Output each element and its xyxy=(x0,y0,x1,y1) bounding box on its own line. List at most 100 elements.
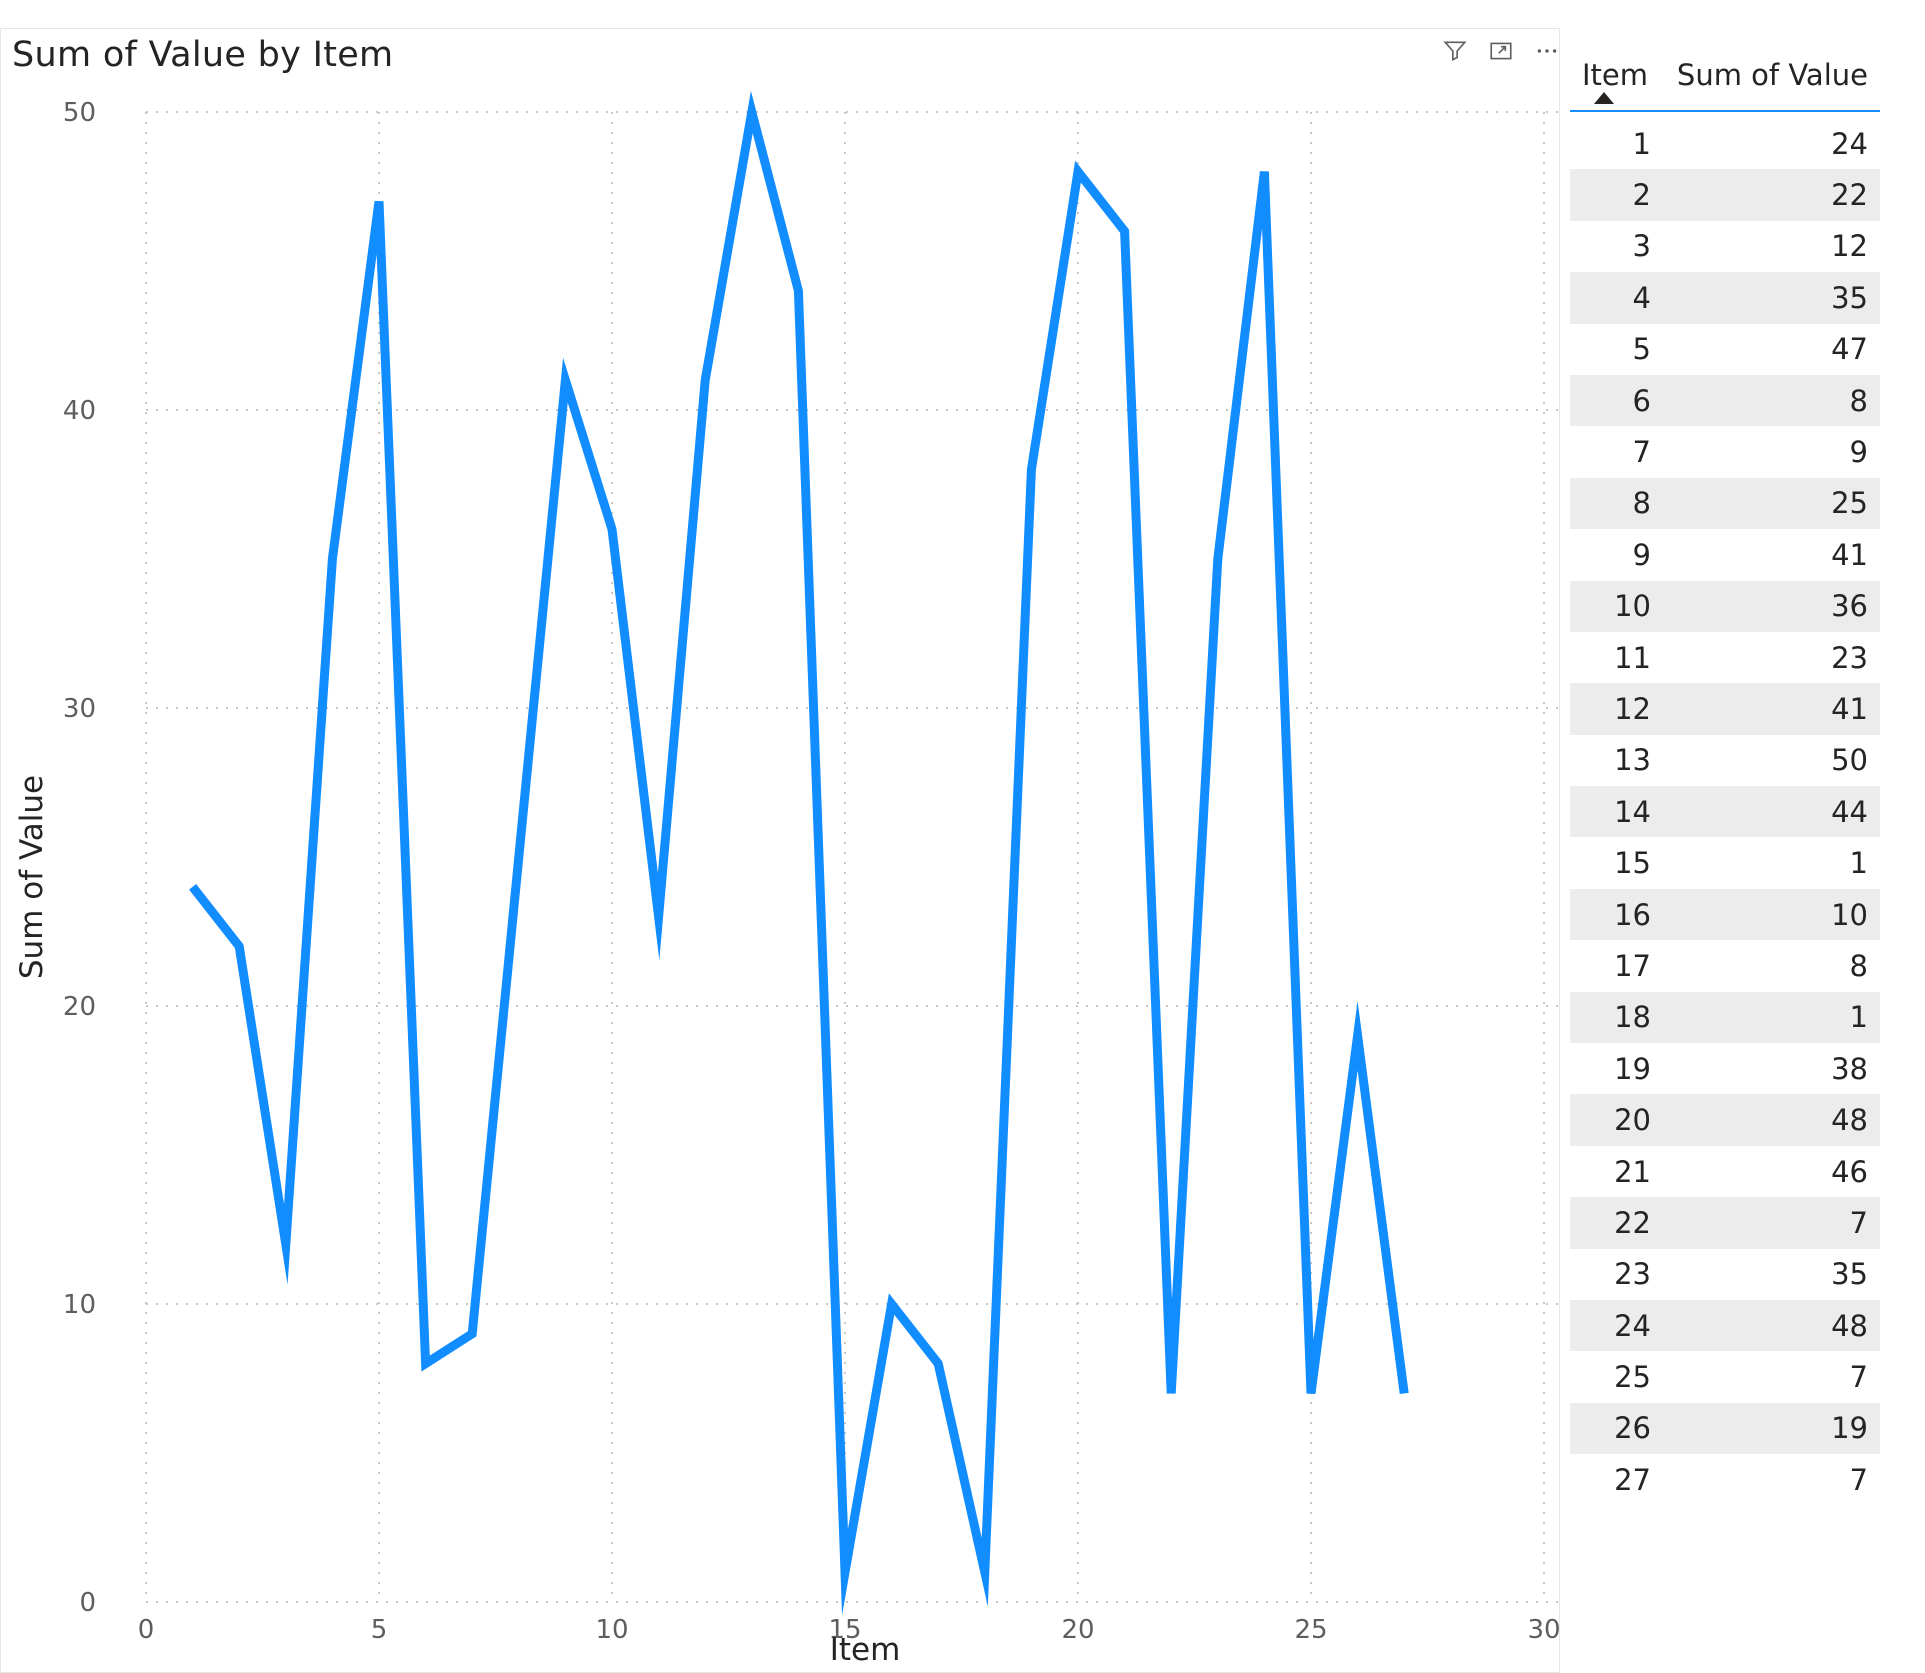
data-point[interactable] xyxy=(1163,1385,1179,1401)
table-row[interactable]: 21 46 xyxy=(1570,1146,1880,1197)
filter-icon[interactable] xyxy=(1440,36,1470,66)
cell-sum-of-value: 41 xyxy=(1831,537,1868,572)
table-row[interactable]: 1 24 xyxy=(1570,118,1880,169)
data-point[interactable] xyxy=(418,1356,434,1372)
table-row[interactable]: 11 23 xyxy=(1570,632,1880,683)
table-row[interactable]: 17 8 xyxy=(1570,940,1880,991)
data-point[interactable] xyxy=(324,551,340,567)
cell-sum-of-value: 46 xyxy=(1831,1154,1868,1189)
data-point[interactable] xyxy=(1396,1385,1412,1401)
data-point[interactable] xyxy=(697,372,713,388)
data-point[interactable] xyxy=(744,104,760,120)
column-header-item[interactable]: Item xyxy=(1582,58,1649,92)
data-point[interactable] xyxy=(557,372,573,388)
cell-sum-of-value: 38 xyxy=(1831,1051,1868,1086)
x-tick-label: 15 xyxy=(828,1615,861,1645)
table-row[interactable]: 4 35 xyxy=(1570,272,1880,324)
y-tick-label: 20 xyxy=(63,992,96,1022)
cell-item: 9 xyxy=(1632,537,1651,572)
cell-sum-of-value: 47 xyxy=(1831,332,1868,367)
data-point[interactable] xyxy=(1210,551,1226,567)
cell-item: 23 xyxy=(1614,1257,1651,1292)
table-row[interactable]: 18 1 xyxy=(1570,991,1880,1044)
table-row[interactable]: 14 44 xyxy=(1570,786,1880,838)
data-point[interactable] xyxy=(837,1564,853,1580)
series-line[interactable] xyxy=(189,90,1409,1616)
table-row[interactable]: 3 12 xyxy=(1570,221,1880,272)
x-axis-title: Item xyxy=(830,1632,901,1668)
data-point[interactable] xyxy=(884,1296,900,1312)
cell-sum-of-value: 22 xyxy=(1831,178,1868,213)
cell-item: 10 xyxy=(1614,589,1651,624)
table-row[interactable]: 19 38 xyxy=(1570,1043,1880,1094)
table-row[interactable]: 22 7 xyxy=(1570,1197,1880,1249)
table-row[interactable]: 12 41 xyxy=(1570,683,1880,735)
table-row[interactable]: 23 35 xyxy=(1570,1249,1880,1300)
data-point[interactable] xyxy=(604,521,620,537)
cell-item: 7 xyxy=(1632,435,1651,470)
table-row[interactable]: 20 48 xyxy=(1570,1094,1880,1146)
cell-item: 13 xyxy=(1614,743,1651,778)
table-row[interactable]: 5 47 xyxy=(1570,324,1880,375)
table-row[interactable]: 25 7 xyxy=(1570,1351,1880,1402)
data-point[interactable] xyxy=(371,193,387,209)
table-row[interactable]: 9 41 xyxy=(1570,529,1880,580)
data-point[interactable] xyxy=(1070,164,1086,180)
table-row[interactable]: 2 22 xyxy=(1570,169,1880,221)
cell-item: 12 xyxy=(1614,691,1651,726)
data-point[interactable] xyxy=(651,909,667,925)
data-point[interactable] xyxy=(930,1356,946,1372)
column-header-sum-of-value[interactable]: Sum of Value xyxy=(1676,58,1868,92)
data-point[interactable] xyxy=(790,283,806,299)
data-point[interactable] xyxy=(1303,1385,1319,1401)
data-point[interactable] xyxy=(231,938,247,954)
data-point[interactable] xyxy=(278,1236,294,1252)
cell-sum-of-value: 1 xyxy=(1849,846,1868,881)
cell-item: 27 xyxy=(1614,1462,1651,1497)
cell-item: 20 xyxy=(1614,1103,1651,1138)
data-point[interactable] xyxy=(185,879,201,895)
table-row[interactable]: 16 10 xyxy=(1570,888,1880,941)
cell-sum-of-value: 36 xyxy=(1831,589,1868,624)
cell-item: 21 xyxy=(1614,1154,1651,1189)
table-row[interactable]: 27 7 xyxy=(1570,1454,1880,1505)
y-axis-title: Sum of Value xyxy=(14,775,50,979)
table-row[interactable]: 26 19 xyxy=(1570,1402,1880,1455)
x-tick-label: 0 xyxy=(138,1615,155,1645)
table-row[interactable]: 10 36 xyxy=(1570,580,1880,632)
y-tick-label: 0 xyxy=(79,1588,96,1618)
data-point[interactable] xyxy=(1256,164,1272,180)
table-row[interactable]: 24 48 xyxy=(1570,1299,1880,1352)
table-body: 1 24 2 22 3 12 4 35 5 47 6 8 7 9 8 25 9 41 10 36 11 23 12 41 13 5… xyxy=(1570,118,1880,1506)
table-row[interactable]: 8 25 xyxy=(1570,477,1880,530)
focus-mode-icon[interactable] xyxy=(1486,36,1516,66)
data-point[interactable] xyxy=(1023,462,1039,478)
cell-item: 1 xyxy=(1632,126,1651,161)
cell-sum-of-value: 25 xyxy=(1831,486,1868,521)
cell-item: 18 xyxy=(1614,1000,1651,1035)
data-point[interactable] xyxy=(1117,223,1133,239)
cell-item: 3 xyxy=(1632,229,1651,264)
x-tick-label: 10 xyxy=(595,1615,628,1645)
cell-sum-of-value: 8 xyxy=(1849,383,1868,418)
cell-sum-of-value: 41 xyxy=(1831,691,1868,726)
cell-item: 16 xyxy=(1614,897,1651,932)
cell-sum-of-value: 7 xyxy=(1849,1462,1868,1497)
sort-ascending-icon[interactable] xyxy=(1594,92,1614,104)
data-point[interactable] xyxy=(1350,1028,1366,1044)
cell-item: 22 xyxy=(1614,1205,1651,1240)
data-point[interactable] xyxy=(977,1564,993,1580)
data-point[interactable] xyxy=(464,1326,480,1342)
cell-item: 26 xyxy=(1614,1411,1651,1446)
data-table: Item Sum of Value 1 24 2 22 3 12 4 35 5 47 6 8 7 9 8 25… xyxy=(1570,40,1880,1506)
data-point[interactable] xyxy=(511,849,527,865)
line-chart-plot: 0 10 20 30 40 50 0 5 10 15 20 25 30 Item Sum of Valu… xyxy=(14,90,1562,1668)
more-options-icon[interactable] xyxy=(1532,36,1562,66)
table-row[interactable]: 15 1 xyxy=(1570,837,1880,888)
table-row[interactable]: 13 50 xyxy=(1570,735,1880,786)
cell-sum-of-value: 48 xyxy=(1831,1103,1868,1138)
table-header: Item Sum of Value xyxy=(1570,40,1880,112)
cell-sum-of-value: 10 xyxy=(1831,897,1868,932)
